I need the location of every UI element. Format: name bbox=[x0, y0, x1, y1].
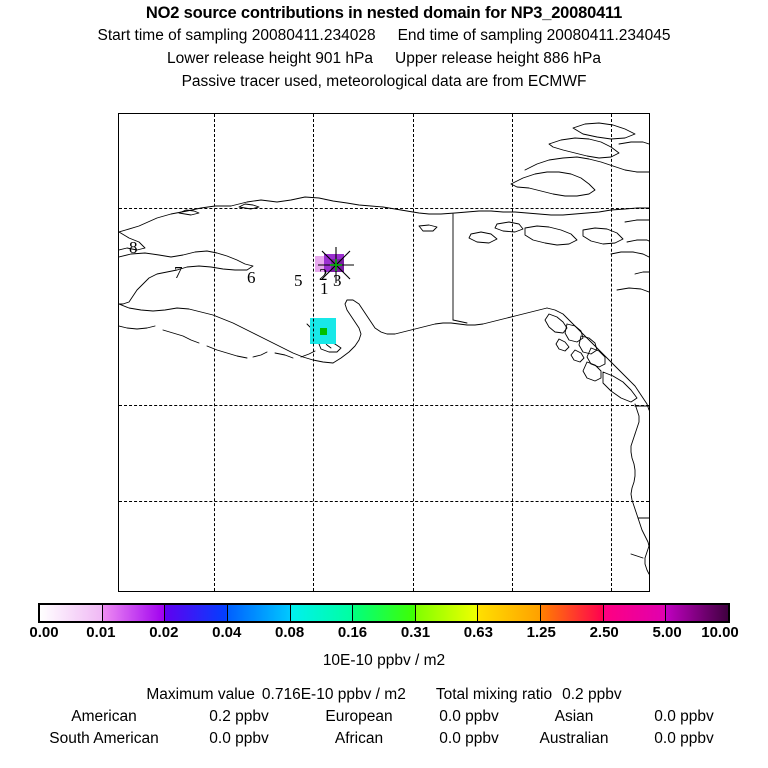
colorbar-tick-0.01: 0.01 bbox=[86, 624, 116, 641]
colorbar[interactable] bbox=[38, 603, 730, 623]
maximum-value-value: 0.716E-10 ppbv / m2 bbox=[261, 686, 406, 703]
trajectory-label-5: 5 bbox=[294, 271, 303, 290]
contribution-value-asian: 0.0 ppbv bbox=[654, 708, 714, 725]
colorbar-unit-label: 10E-10 ppbv / m2 bbox=[322, 652, 446, 669]
statistics-block: Maximum value 0.716E-10 ppbv / m2 Total … bbox=[0, 684, 768, 750]
colorbar-segment-2 bbox=[165, 605, 228, 621]
gridline-vertical-2 bbox=[413, 114, 414, 591]
maximum-value-label: Maximum value bbox=[146, 686, 255, 703]
upper-release-label: Upper release height bbox=[395, 50, 539, 67]
gridline-vertical-4 bbox=[611, 114, 612, 591]
tracer-note: Passive tracer used, meteorological data… bbox=[181, 73, 587, 90]
trajectory-label-7: 7 bbox=[174, 263, 183, 282]
colorbar-segment-3 bbox=[227, 605, 291, 621]
trajectory-label-6: 6 bbox=[247, 268, 256, 287]
gridline-vertical-3 bbox=[512, 114, 513, 591]
contribution-value-european: 0.0 ppbv bbox=[439, 708, 499, 725]
sampling-time-line: Start time of sampling 20080411.234028 En… bbox=[0, 24, 768, 47]
total-mixing-ratio-value: 0.2 ppbv bbox=[562, 686, 622, 703]
colorbar-tick-0.63: 0.63 bbox=[463, 624, 493, 641]
contribution-region-australian: Australian bbox=[539, 730, 609, 747]
colorbar-tick-1.25: 1.25 bbox=[526, 624, 556, 641]
colorbar-segment-9 bbox=[603, 605, 667, 621]
total-mixing-ratio-label: Total mixing ratio bbox=[435, 686, 553, 703]
gridline-horizontal-1 bbox=[119, 405, 649, 406]
trajectory-label-2: 2 bbox=[319, 265, 328, 284]
lower-release-value: 901 hPa bbox=[315, 50, 373, 67]
colorbar-segment-5 bbox=[353, 605, 416, 621]
colorbar-tick-5.00: 5.00 bbox=[652, 624, 682, 641]
contribution-region-south-american: South American bbox=[49, 730, 159, 747]
gridline-vertical-0 bbox=[214, 114, 215, 591]
colorbar-segment-4 bbox=[290, 605, 354, 621]
stats-row-contributions-2: South American 0.0 ppbv African 0.0 ppbv Aus… bbox=[0, 728, 768, 750]
trajectory-label-8: 8 bbox=[129, 238, 138, 257]
colorbar-tick-0.31: 0.31 bbox=[400, 624, 431, 641]
contribution-region-asian: Asian bbox=[554, 708, 594, 725]
start-time-value: 20080411.234028 bbox=[251, 27, 376, 44]
colorbar-segment-1 bbox=[102, 605, 166, 621]
colorbar-segment-10 bbox=[666, 605, 729, 621]
plume-center-dot bbox=[319, 327, 327, 335]
contribution-value-south-american: 0.0 ppbv bbox=[209, 730, 269, 747]
contribution-value-african: 0.0 ppbv bbox=[439, 730, 499, 747]
colorbar-tick-2.50: 2.50 bbox=[589, 624, 619, 641]
colorbar-tick-0.04: 0.04 bbox=[212, 624, 242, 641]
end-time-value: 20080411.234045 bbox=[546, 27, 671, 44]
contribution-region-african: African bbox=[334, 730, 384, 747]
coastline-layer bbox=[119, 122, 649, 575]
colorbar-tick-labels: 0.00 0.01 0.02 0.04 0.08 0.16 0.31 0.63 1.25 2.50… bbox=[0, 624, 768, 644]
total-mixing-ratio-group: Total mixing ratio 0.2 ppbv bbox=[436, 684, 622, 706]
trajectory-label-3: 3 bbox=[333, 271, 342, 290]
end-time-label: End time of sampling bbox=[397, 27, 543, 44]
colorbar-tick-0.16: 0.16 bbox=[337, 624, 368, 641]
gridline-horizontal-0 bbox=[119, 208, 649, 209]
colorbar-segment-0 bbox=[40, 605, 103, 621]
gridline-vertical-1 bbox=[313, 114, 314, 591]
upper-release-value: 886 hPa bbox=[543, 50, 601, 67]
start-time-label: Start time of sampling bbox=[97, 27, 248, 44]
release-height-line: Lower release height 901 hPa Upper releas… bbox=[0, 47, 768, 70]
header-block: NO2 source contributions in nested domai… bbox=[0, 0, 768, 93]
contribution-value-american: 0.2 ppbv bbox=[209, 708, 269, 725]
stats-row-summary: Maximum value 0.716E-10 ppbv / m2 Total … bbox=[0, 684, 768, 706]
page-title: NO2 source contributions in nested domai… bbox=[145, 4, 623, 22]
gridline-horizontal-2 bbox=[119, 501, 649, 502]
stats-row-contributions-1: American 0.2 ppbv European 0.0 ppbv Asian 0.0… bbox=[0, 706, 768, 728]
contribution-region-european: European bbox=[325, 708, 393, 725]
colorbar-segment-8 bbox=[541, 605, 604, 621]
lower-release-label: Lower release height bbox=[167, 50, 311, 67]
colorbar-tick-0.00: 0.00 bbox=[29, 624, 59, 641]
colorbar-segment-6 bbox=[415, 605, 479, 621]
colorbar-tick-10.00: 10.00 bbox=[701, 624, 739, 641]
colorbar-segment-7 bbox=[478, 605, 542, 621]
contribution-value-australian: 0.0 ppbv bbox=[654, 730, 714, 747]
trajectory-label-1: 1 bbox=[320, 279, 329, 298]
maximum-value-group: Maximum value 0.716E-10 ppbv / m2 bbox=[146, 684, 405, 706]
colorbar-tick-0.02: 0.02 bbox=[149, 624, 179, 641]
contribution-region-american: American bbox=[71, 708, 137, 725]
colorbar-tick-0.08: 0.08 bbox=[275, 624, 305, 641]
